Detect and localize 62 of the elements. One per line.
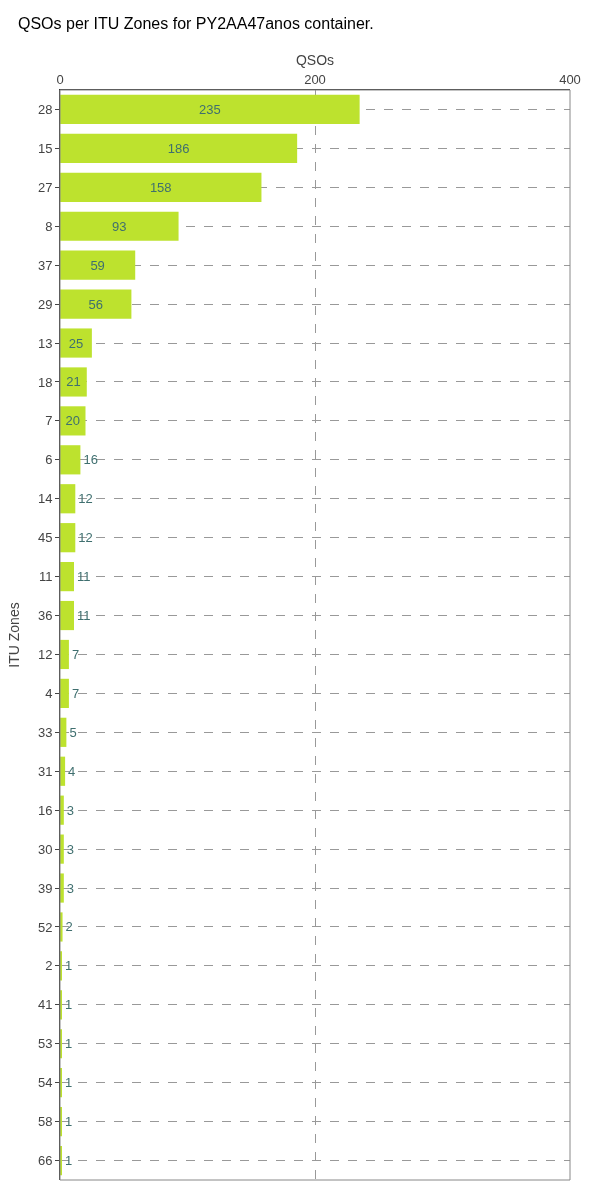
data-label: 3 [66, 880, 75, 896]
data-label: 235 [198, 101, 221, 117]
data-label: 59 [90, 257, 105, 273]
data-label: 2 [65, 919, 73, 935]
data-label: 11 [77, 608, 91, 624]
y-tick-label: 29 [37, 296, 53, 312]
y-tick-label: 4 [45, 685, 53, 701]
data-label: 1 [65, 958, 73, 974]
y-tick-label: 33 [37, 724, 53, 740]
data-label: 1 [65, 997, 73, 1013]
data-label: 11 [77, 569, 91, 585]
data-label: 1 [65, 1036, 73, 1052]
data-label: 1 [65, 1153, 73, 1169]
y-tick-label: 7 [45, 413, 53, 429]
data-label: 21 [66, 374, 81, 390]
y-tick-label: 53 [37, 1036, 53, 1052]
data-label: 1 [65, 1075, 73, 1091]
y-tick-label: 37 [37, 257, 53, 273]
data-label: 16 [83, 452, 98, 468]
y-tick-label: 41 [37, 997, 53, 1013]
y-tick-label: 30 [37, 841, 53, 857]
data-label: 5 [69, 724, 77, 740]
y-tick-label: 66 [37, 1153, 53, 1169]
y-tick-label: 13 [37, 335, 53, 351]
data-label: 12 [78, 530, 93, 546]
y-tick-label: 27 [37, 179, 53, 195]
data-label: 93 [112, 218, 127, 234]
data-label: 1 [65, 1114, 73, 1130]
y-tick-label: 31 [37, 763, 53, 779]
x-tick-label: 200 [304, 71, 326, 87]
y-tick-label: 18 [37, 374, 53, 390]
y-tick-label: 52 [37, 919, 53, 935]
data-label: 7 [71, 685, 80, 701]
data-label: 4 [68, 763, 76, 779]
data-label: 20 [65, 413, 80, 429]
data-label: 158 [149, 179, 172, 195]
y-tick-label: 6 [45, 452, 53, 468]
y-tick-label: 12 [37, 647, 53, 663]
y-tick-label: 14 [37, 491, 53, 507]
y-tick-label: 58 [37, 1114, 53, 1130]
data-label: 3 [66, 841, 75, 857]
x-tick-label: 0 [56, 71, 64, 87]
data-label: 3 [66, 802, 75, 818]
y-tick-label: 28 [37, 102, 53, 118]
y-tick-label: 2 [45, 958, 53, 974]
y-tick-label: 16 [37, 802, 53, 818]
y-tick-label: 36 [37, 608, 53, 624]
x-tick-label: 400 [559, 71, 581, 87]
y-tick-label: 54 [37, 1075, 53, 1091]
y-tick-label: 45 [37, 530, 53, 546]
data-label: 56 [88, 296, 103, 312]
data-label: 12 [78, 491, 93, 507]
data-label: 7 [71, 646, 80, 662]
y-tick-label: 8 [45, 218, 53, 234]
y-tick-label: 39 [37, 880, 53, 896]
y-tick-label: 11 [38, 569, 53, 585]
y-axis-title: ITU Zones [5, 602, 22, 668]
x-axis-title: QSOs [295, 52, 335, 69]
data-label: 186 [167, 140, 190, 156]
data-label: 25 [68, 335, 84, 351]
y-tick-label: 15 [37, 140, 53, 156]
chart-title: QSOs per ITU Zones for PY2AA47anos container. [18, 15, 374, 33]
